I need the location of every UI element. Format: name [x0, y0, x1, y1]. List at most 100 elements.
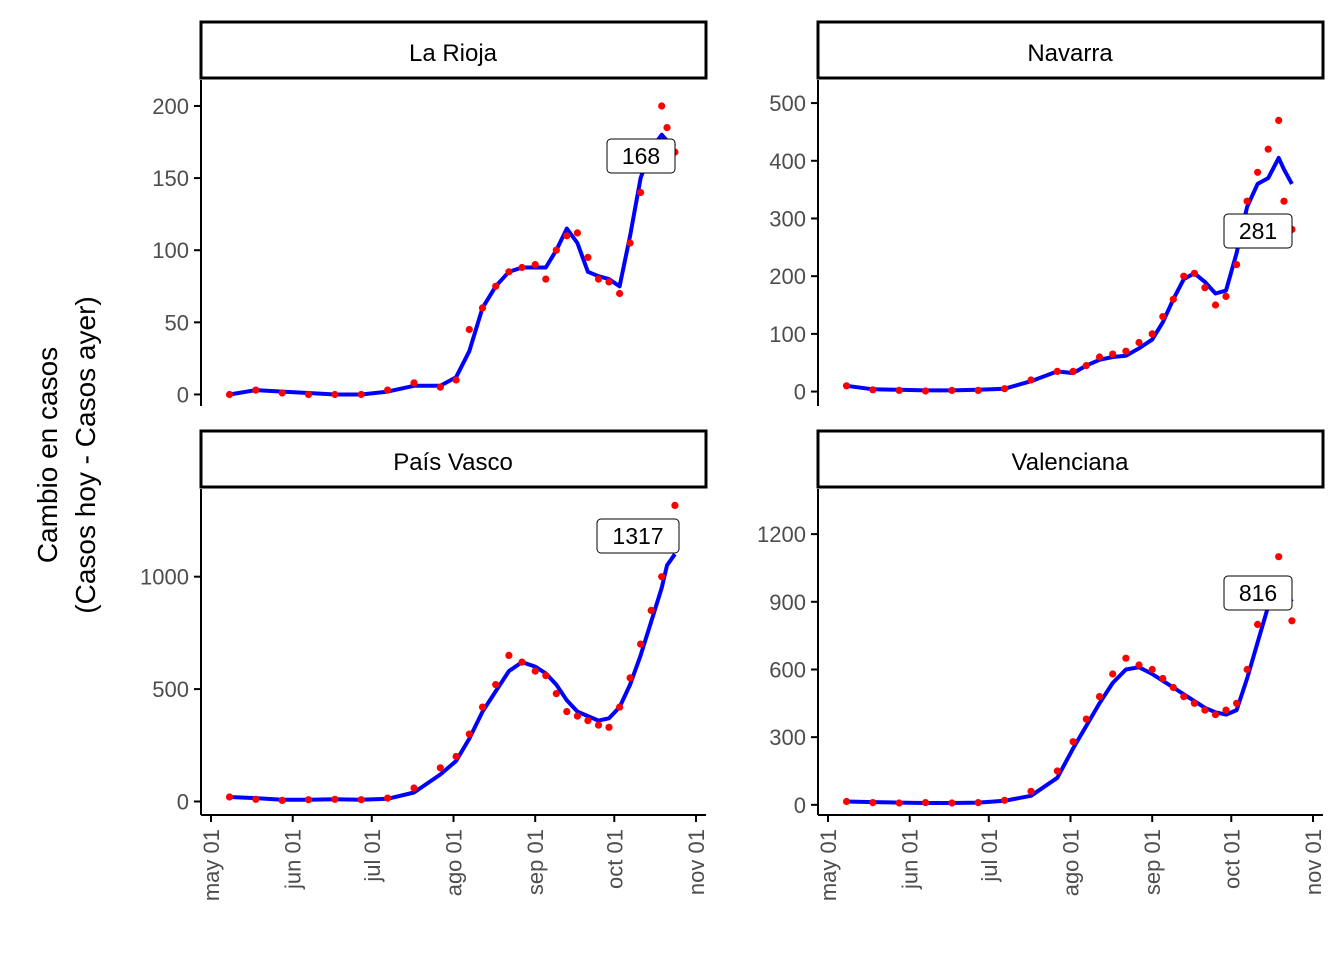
strip-box: [816, 20, 1325, 80]
data-point: [1211, 301, 1220, 309]
y-tick-label: 500: [769, 91, 806, 116]
strip-box: [816, 429, 1325, 489]
data-point: [1190, 269, 1198, 277]
data-point: [637, 640, 645, 648]
data-point: [658, 102, 666, 110]
x-tick-label: oct 01: [602, 829, 627, 889]
strip-box: [199, 20, 708, 80]
y-tick-label: 600: [769, 657, 806, 682]
data-point: [1135, 338, 1143, 347]
y-axis: 0 100 200 300 400 500: [769, 91, 818, 405]
data-point: [505, 651, 513, 660]
y-tick-label: 0: [794, 793, 806, 818]
x-tick-label: may 01: [199, 829, 224, 901]
x-tick-label: ago 01: [442, 829, 467, 896]
data-point: [505, 268, 513, 276]
data-point: [1001, 385, 1009, 393]
data-point: [465, 325, 473, 334]
data-point: [616, 289, 624, 298]
data-point: [1280, 197, 1288, 205]
data-point: [895, 386, 903, 394]
data-point: [1288, 617, 1296, 625]
data-point: [921, 799, 930, 807]
data-point: [225, 793, 234, 801]
panel-la-rioja: La Rioja 0 50 100 150 200 168: [152, 20, 708, 407]
value-label: 1317: [596, 518, 680, 554]
y-axis-title-line1: Cambio en casos: [32, 347, 63, 563]
x-axis: may 01 jun 01 jul 01 ago 01 sep 01 oct 01 nov …: [816, 815, 1326, 901]
data-point: [616, 703, 624, 711]
trend-line: [229, 132, 677, 397]
value-label-box: [606, 138, 676, 174]
data-point: [452, 752, 460, 761]
value-label-text: 168: [622, 143, 660, 169]
data-point: [1001, 796, 1009, 804]
data-point: [1254, 620, 1262, 629]
data-point: [647, 606, 655, 615]
data-point: [531, 667, 539, 675]
data-point: [895, 799, 903, 807]
data-point: [1254, 168, 1262, 176]
value-label: 168: [606, 138, 676, 174]
x-tick-label: nov 01: [684, 829, 709, 895]
data-point: [573, 712, 582, 720]
y-tick-label: 0: [177, 790, 189, 815]
data-point: [436, 764, 444, 772]
data-point: [605, 723, 613, 731]
data-point: [357, 390, 365, 399]
data-point: [552, 246, 560, 254]
y-tick-label: 300: [769, 725, 806, 750]
data-point: [465, 730, 473, 738]
value-label-box: [1223, 575, 1293, 611]
data-point: [563, 708, 571, 716]
y-axis: 0 500 1000: [140, 565, 201, 815]
data-point: [842, 382, 851, 390]
data-point: [492, 681, 500, 689]
y-axis-title-line2: (Casos hoy - Casos ayer): [70, 296, 101, 613]
panel-title: La Rioja: [409, 40, 498, 67]
data-point: [1275, 116, 1283, 124]
data-point: [974, 386, 982, 394]
data-point: [1095, 693, 1104, 701]
y-tick-label: 50: [165, 310, 189, 335]
data-point: [671, 501, 679, 509]
y-tick-label: 150: [152, 166, 189, 191]
data-point: [410, 379, 418, 387]
data-point: [1222, 292, 1230, 300]
y-tick-label: 500: [152, 677, 189, 702]
data-point: [552, 690, 560, 698]
panel-title: Valenciana: [1012, 449, 1130, 476]
x-tick-label: nov 01: [1301, 829, 1326, 895]
data-point: [974, 799, 982, 807]
x-axis: may 01 jun 01 jul 01 ago 01 sep 01 oct 01 nov …: [199, 815, 709, 901]
data-point: [384, 794, 392, 802]
data-point: [542, 275, 550, 283]
x-tick-label: jul 01: [977, 829, 1002, 883]
value-label-box: [596, 518, 680, 554]
data-point: [1264, 145, 1272, 153]
x-tick-label: jul 01: [360, 829, 385, 883]
data-point: [1027, 787, 1035, 795]
data-point: [1201, 706, 1209, 714]
data-point: [331, 795, 339, 803]
data-point: [452, 376, 460, 384]
data-point: [1190, 699, 1198, 707]
data-point: [1211, 711, 1220, 719]
data-point: [1082, 362, 1090, 370]
data-point: [869, 386, 877, 394]
data-point: [658, 573, 666, 581]
x-tick-label: ago 01: [1059, 829, 1084, 896]
data-point: [1053, 367, 1061, 375]
y-tick-label: 900: [769, 590, 806, 615]
data-point: [252, 386, 260, 394]
data-point: [384, 386, 392, 394]
y-tick-label: 1000: [140, 565, 189, 590]
y-tick-label: 0: [177, 382, 189, 407]
panel-title: País Vasco: [393, 449, 513, 476]
data-point: [331, 390, 339, 399]
data-point: [948, 386, 956, 394]
data-point: [518, 263, 526, 272]
data-point: [663, 124, 671, 132]
data-point: [1148, 665, 1156, 674]
